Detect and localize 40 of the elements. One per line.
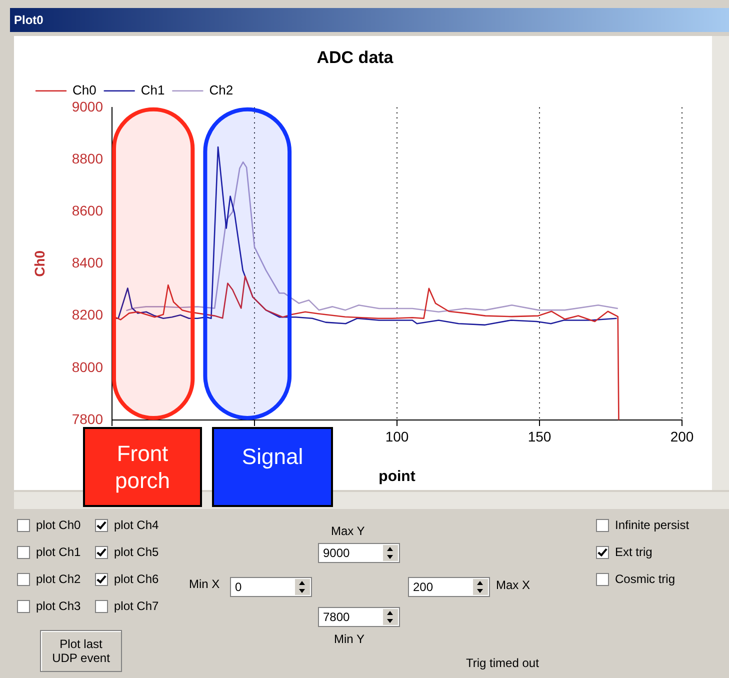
y-tick-label: 9000 bbox=[72, 98, 104, 114]
text: Min Y bbox=[334, 632, 364, 646]
text: 7800 bbox=[323, 610, 350, 624]
text: Plot last UDP event bbox=[51, 637, 111, 665]
x-tick-label: 200 bbox=[670, 428, 694, 444]
text: plot Ch5 bbox=[114, 545, 159, 559]
text: Min X bbox=[189, 577, 220, 591]
y-tick-label: 7800 bbox=[72, 410, 104, 427]
legend-label: Ch2 bbox=[209, 82, 234, 98]
legend-label: Ch1 bbox=[140, 82, 165, 98]
x-tick-label: 150 bbox=[528, 428, 552, 444]
text: plot Ch2 bbox=[36, 572, 81, 586]
text: plot Ch7 bbox=[114, 599, 159, 613]
text: Ext trig bbox=[615, 545, 652, 559]
text: Max Y bbox=[331, 524, 365, 538]
text: plot Ch0 bbox=[36, 518, 81, 532]
y-tick-label: 8600 bbox=[72, 202, 104, 218]
text: Infinite persist bbox=[615, 518, 690, 532]
x-axis-title: point bbox=[378, 468, 416, 486]
band-label: Front porch bbox=[114, 440, 172, 494]
text: Cosmic trig bbox=[615, 572, 676, 586]
y-tick-label: 8000 bbox=[72, 358, 104, 375]
x-tick-label: 100 bbox=[385, 428, 409, 444]
band-label: Signal bbox=[240, 443, 304, 470]
text: plot Ch1 bbox=[36, 545, 81, 559]
y-tick-label: 8200 bbox=[72, 306, 104, 323]
text: Max X bbox=[496, 578, 530, 592]
text: 200 bbox=[413, 580, 434, 594]
y-tick-label: 8400 bbox=[72, 254, 104, 271]
text: Plot0 bbox=[14, 13, 44, 27]
text: 0 bbox=[235, 580, 242, 594]
text: plot Ch4 bbox=[114, 518, 159, 532]
chart-title: ADC data bbox=[316, 48, 394, 67]
text: Trig timed out bbox=[466, 656, 539, 670]
text: plot Ch6 bbox=[114, 572, 159, 586]
y-tick-label: 8800 bbox=[72, 150, 104, 166]
text: 9000 bbox=[323, 546, 350, 560]
legend-label: Ch0 bbox=[72, 82, 96, 98]
text: plot Ch3 bbox=[36, 599, 81, 613]
y-axis-title: Ch0 bbox=[31, 250, 48, 277]
